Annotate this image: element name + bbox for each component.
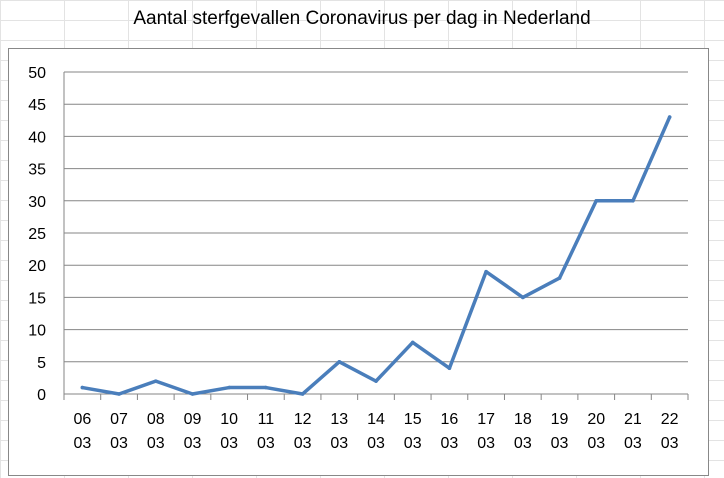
x-tick-label-day: 17 — [477, 411, 495, 428]
series-group — [80, 115, 672, 396]
x-tick-label-day: 22 — [661, 411, 679, 428]
y-tick-label: 40 — [28, 129, 46, 146]
x-tick-label-month: 03 — [404, 435, 422, 452]
x-tick-label-day: 13 — [330, 411, 348, 428]
x-tick-label-month: 03 — [220, 435, 238, 452]
x-tick-label-month: 03 — [514, 435, 532, 452]
x-tick-label-day: 10 — [220, 411, 238, 428]
x-tick-label-month: 03 — [477, 435, 495, 452]
data-point[interactable] — [117, 392, 121, 396]
x-tick-label-day: 20 — [587, 411, 605, 428]
y-tick-label: 10 — [28, 323, 46, 340]
data-point[interactable] — [227, 385, 231, 390]
y-tick-label: 20 — [28, 258, 46, 275]
chart-area[interactable] — [8, 48, 709, 476]
gridlines — [63, 71, 689, 400]
x-tick-label-month: 03 — [551, 435, 569, 452]
x-tick-label-month: 03 — [184, 435, 202, 452]
x-tick-label-month: 03 — [294, 435, 312, 452]
y-tick-label: 25 — [28, 226, 46, 243]
x-tick-label-day: 06 — [73, 411, 91, 428]
chart-title: Aantal sterfgevallen Coronavirus per dag… — [133, 8, 591, 29]
x-tick-label-day: 15 — [404, 411, 422, 428]
x-tick-label-day: 09 — [184, 411, 202, 428]
x-tick-label-month: 03 — [661, 435, 679, 452]
x-tick-label-month: 03 — [624, 435, 642, 452]
y-tick-label: 35 — [28, 162, 46, 179]
x-tick-label-month: 03 — [73, 435, 91, 452]
y-tick-label: 15 — [28, 290, 46, 307]
x-tick-label-day: 08 — [147, 411, 165, 428]
data-point[interactable] — [484, 269, 488, 274]
data-point[interactable] — [521, 295, 525, 300]
x-tick-label-day: 14 — [367, 411, 385, 428]
series-line[interactable] — [80, 115, 672, 396]
y-axis-tick-labels: 0 5 10 15 20 25 30 35 40 45 50 — [28, 65, 46, 404]
x-tick-label-day: 21 — [624, 411, 642, 428]
x-tick-label-month: 03 — [147, 435, 165, 452]
x-tick-label-month: 03 — [441, 435, 459, 452]
x-axis-tick-labels: 06 03 07 03 08 03 09 03 10 03 11 03 12 03 13 03 14 03 15 03… — [73, 411, 678, 452]
x-tick-label-month: 03 — [110, 435, 128, 452]
x-tick-label-month: 03 — [587, 435, 605, 452]
data-point[interactable] — [264, 385, 268, 390]
data-point[interactable] — [80, 385, 85, 390]
data-point[interactable] — [631, 199, 635, 203]
data-point[interactable] — [153, 379, 158, 383]
x-tick-label-month: 03 — [330, 435, 348, 452]
data-point[interactable] — [667, 115, 672, 119]
data-point[interactable] — [594, 199, 599, 203]
x-tick-label-day: 18 — [514, 411, 532, 428]
data-point[interactable] — [447, 366, 452, 371]
x-tick-label-day: 19 — [551, 411, 569, 428]
data-point[interactable] — [410, 340, 415, 345]
x-tick-label-day: 12 — [294, 411, 312, 428]
y-tick-label: 5 — [37, 355, 46, 372]
data-point[interactable] — [190, 392, 195, 396]
data-point[interactable] — [374, 379, 378, 383]
y-tick-label: 0 — [37, 387, 46, 404]
x-tick-label-day: 16 — [441, 411, 459, 428]
y-tick-label: 30 — [28, 194, 46, 211]
x-tick-label-month: 03 — [367, 435, 385, 452]
y-tick-label: 50 — [28, 65, 46, 82]
x-tick-label-day: 07 — [110, 411, 128, 428]
data-point[interactable] — [557, 276, 562, 280]
x-tick-label-day: 11 — [258, 411, 275, 428]
data-point[interactable] — [337, 360, 342, 364]
data-point[interactable] — [300, 392, 305, 396]
x-tick-label-month: 03 — [257, 435, 275, 452]
y-tick-label: 45 — [28, 97, 46, 114]
